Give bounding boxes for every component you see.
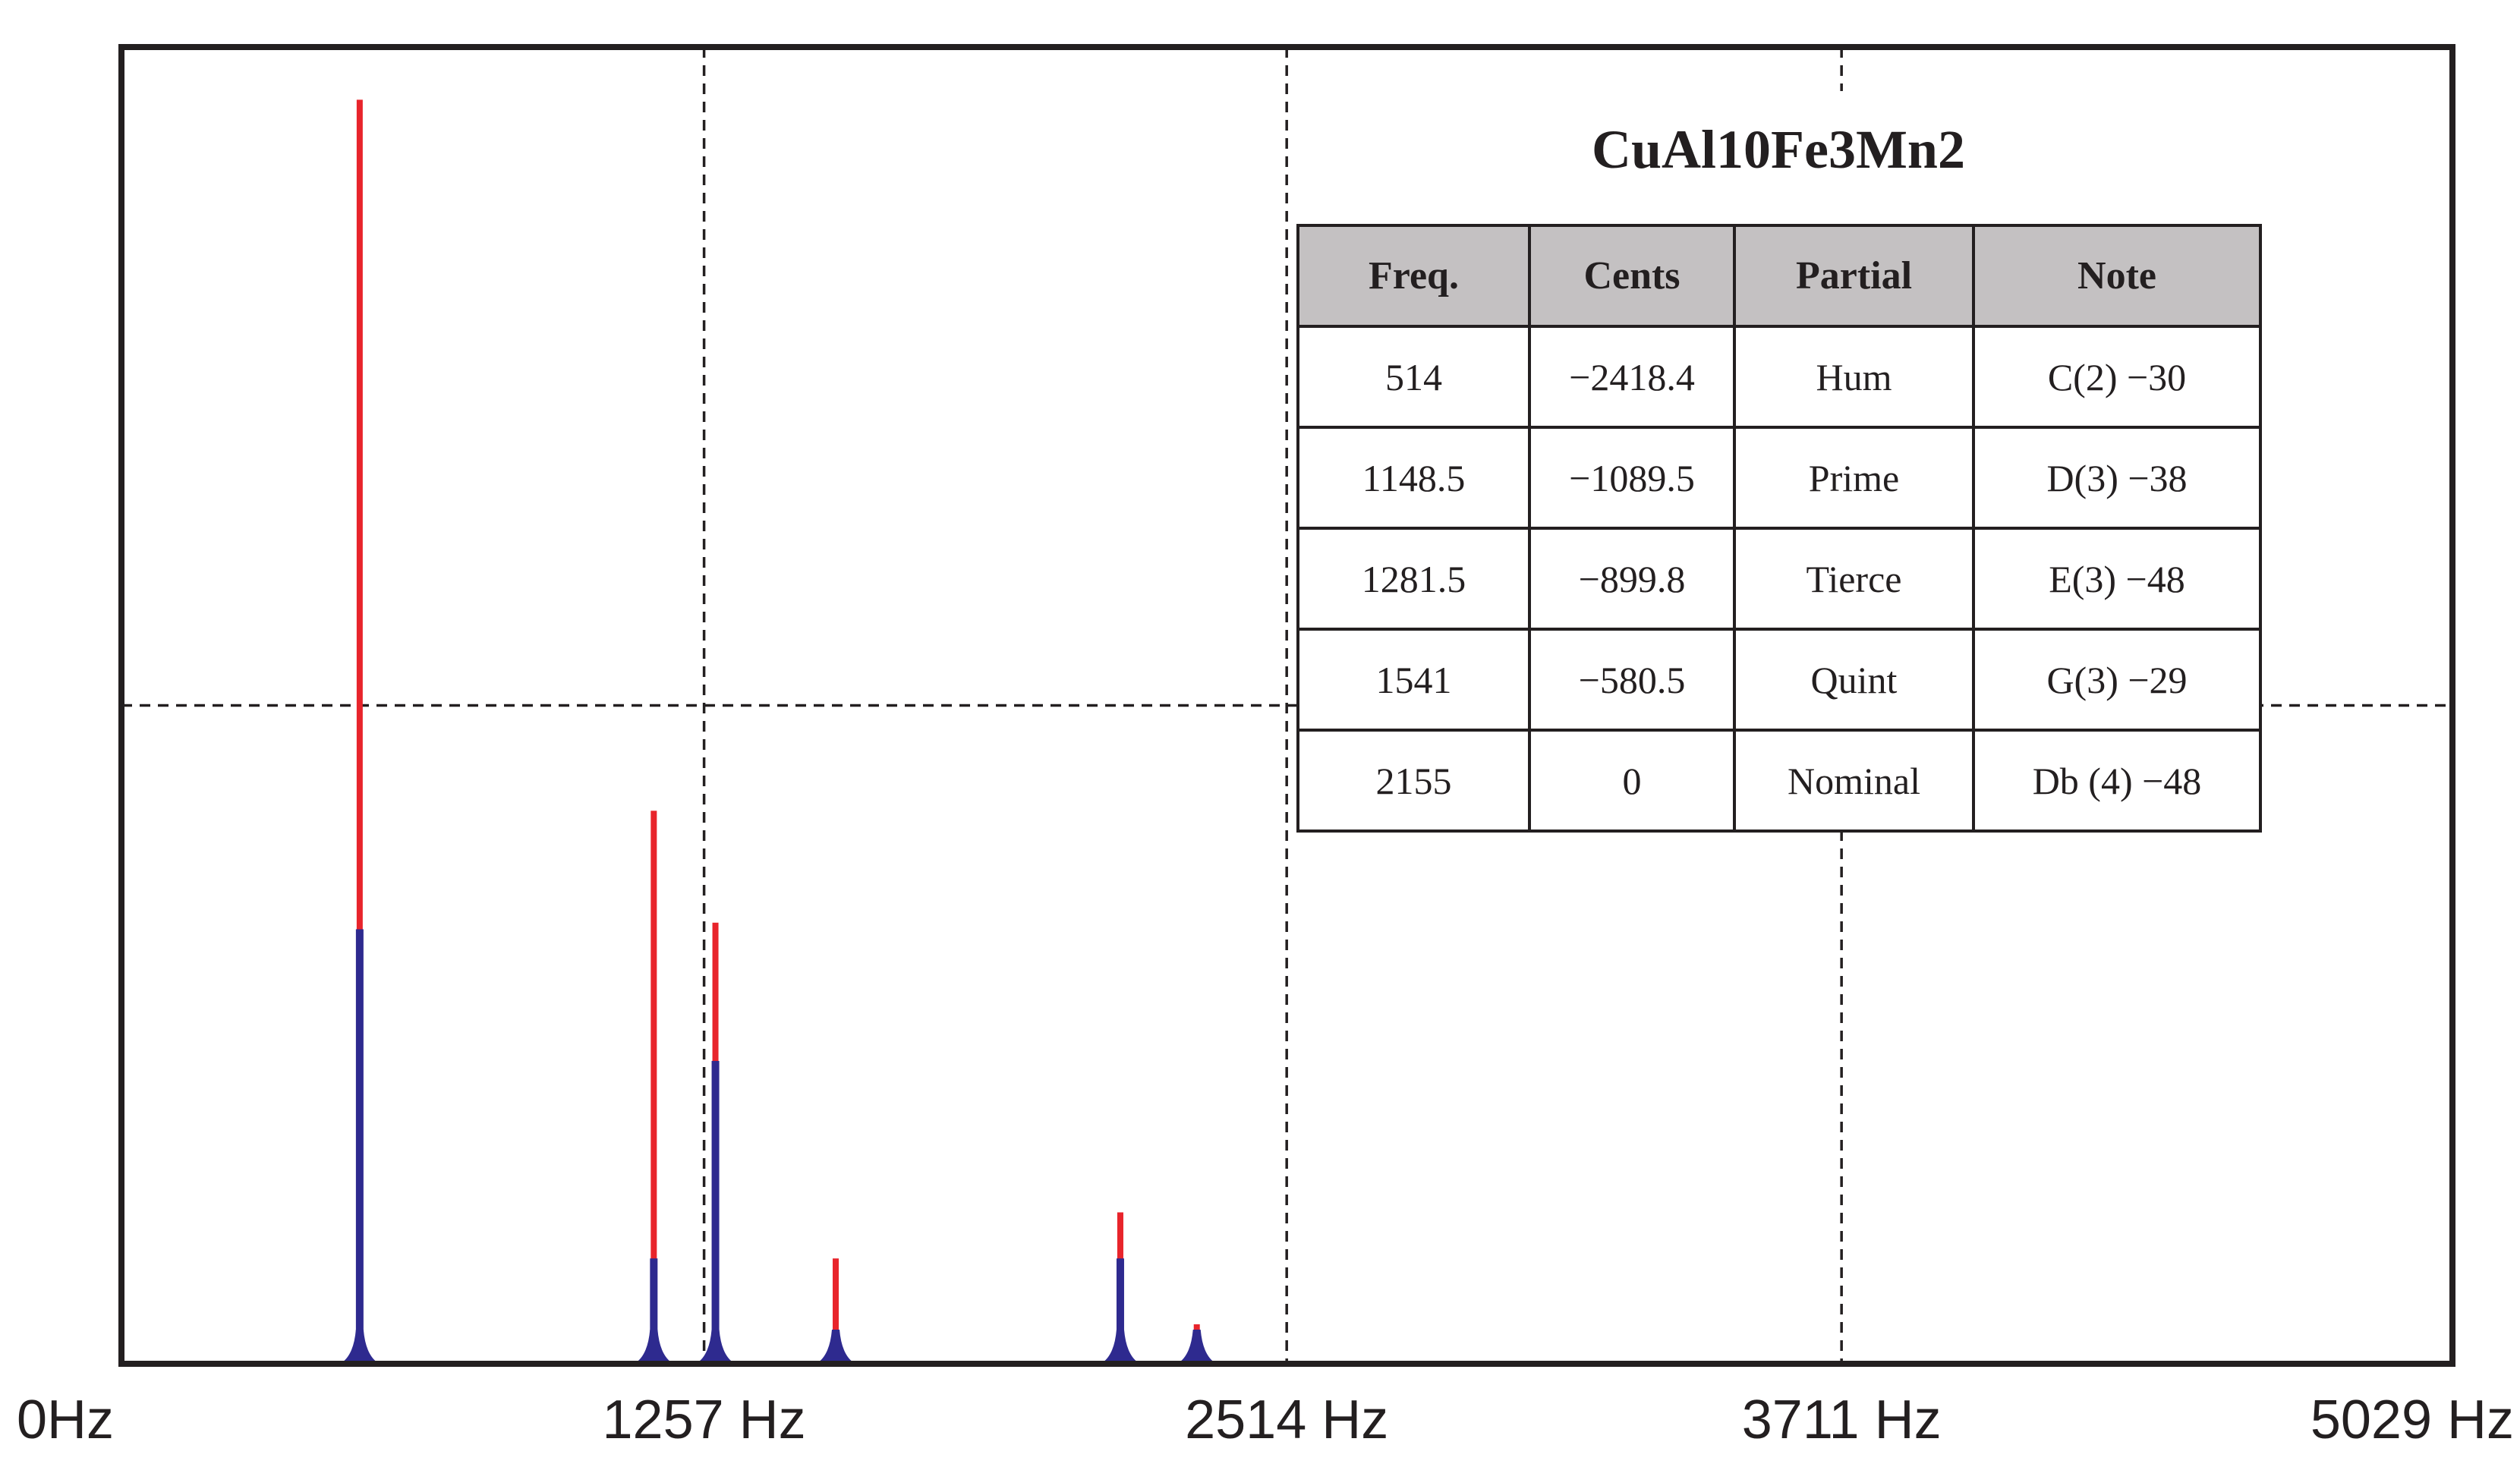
peak-base-blue	[339, 1330, 380, 1364]
cell-freq: 1541	[1296, 628, 1531, 732]
peak-bar-blue	[355, 929, 364, 1364]
x-tick-label: 0Hz	[17, 1390, 114, 1450]
table-row: 2155 0 Nominal Db (4) −48	[1296, 729, 2262, 833]
cell-freq: 2155	[1296, 729, 1531, 833]
cell-note: C(2) −30	[1972, 325, 2262, 429]
peak-bar-red	[356, 99, 363, 1364]
table-row: 514 −2418.4 Hum C(2) −30	[1296, 325, 2262, 429]
cell-cents: −1089.5	[1528, 426, 1736, 530]
x-tick-label: 1257 Hz	[603, 1390, 806, 1450]
peak-bar-red	[833, 1258, 839, 1364]
cell-cents: 0	[1528, 729, 1736, 833]
table-row: 1281.5 −899.8 Tierce E(3) −48	[1296, 527, 2262, 631]
cell-partial: Nominal	[1733, 729, 1975, 833]
x-tick-label: 5029 Hz	[2311, 1390, 2514, 1450]
cell-partial: Tierce	[1733, 527, 1975, 631]
table-header-row: Freq. Cents Partial Note	[1296, 224, 2262, 328]
cell-partial: Hum	[1733, 325, 1975, 429]
cell-note: Db (4) −48	[1972, 729, 2262, 833]
cell-cents: −899.8	[1528, 527, 1736, 631]
x-tick-label: 2514 Hz	[1185, 1390, 1388, 1450]
peak-bar-red	[650, 811, 657, 1364]
partials-table: Freq. Cents Partial Note 514 −2418.4 Hum…	[1296, 224, 2262, 833]
cell-note: D(3) −38	[1972, 426, 2262, 530]
peak-bar-blue	[711, 1060, 720, 1364]
cell-cents: −2418.4	[1528, 325, 1736, 429]
x-axis-tick-labels: 0Hz 1257 Hz 2514 Hz 3711 Hz 5029 Hz	[17, 1390, 2514, 1450]
peak-base-blue	[1100, 1330, 1140, 1364]
cell-freq: 1281.5	[1296, 527, 1531, 631]
peak-base-blue	[1177, 1330, 1217, 1364]
cell-freq: 514	[1296, 325, 1531, 429]
header-partial: Partial	[1733, 224, 1975, 328]
peak-base-blue	[634, 1330, 674, 1364]
table-row: 1148.5 −1089.5 Prime D(3) −38	[1296, 426, 2262, 530]
cell-cents: −580.5	[1528, 628, 1736, 732]
partials-inset: CuAl10Fe3Mn2 Freq. Cents Partial Note 51…	[1296, 91, 2262, 833]
plot-frame	[118, 44, 2455, 1367]
x-tick-label: 3711 Hz	[1742, 1390, 1942, 1450]
inset-title: CuAl10Fe3Mn2	[1592, 119, 1965, 180]
cell-partial: Prime	[1733, 426, 1975, 530]
header-note: Note	[1972, 224, 2262, 328]
peak-bar-blue	[650, 1258, 658, 1364]
peak-base-blue	[695, 1330, 736, 1364]
cell-freq: 1148.5	[1296, 426, 1531, 530]
header-freq: Freq.	[1296, 224, 1531, 328]
cell-note: G(3) −29	[1972, 628, 2262, 732]
table-row: 1541 −580.5 Quint G(3) −29	[1296, 628, 2262, 732]
header-cents: Cents	[1528, 224, 1736, 328]
cell-partial: Quint	[1733, 628, 1975, 732]
peak-base-blue	[816, 1330, 856, 1364]
spectrum-peaks	[339, 99, 1217, 1364]
cell-note: E(3) −48	[1972, 527, 2262, 631]
peak-bar-blue	[1116, 1258, 1124, 1364]
